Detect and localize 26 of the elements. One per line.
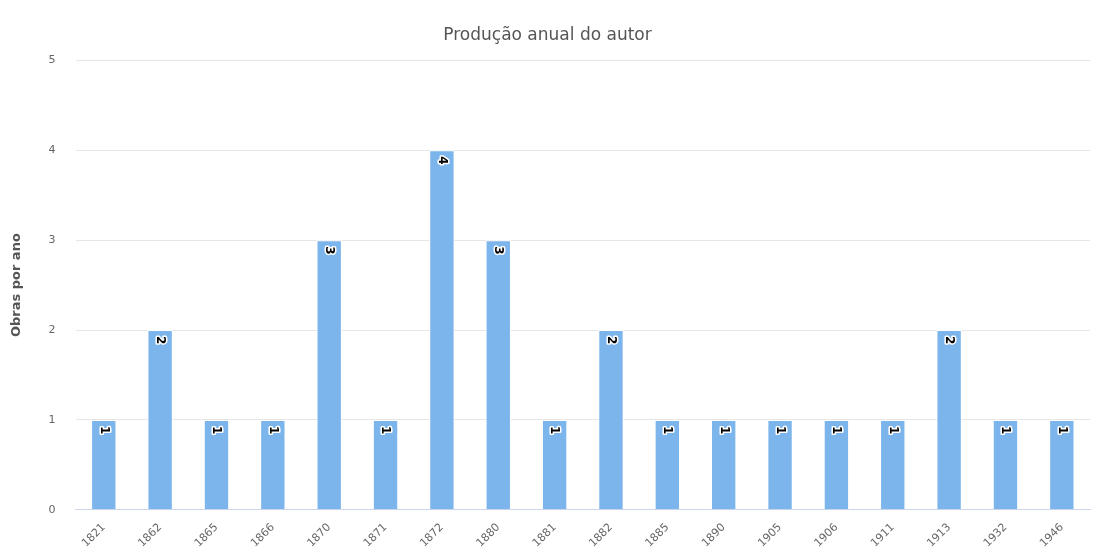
- data-label: 1: [379, 425, 394, 435]
- data-label: 1: [773, 425, 788, 435]
- data-label: 1: [266, 425, 281, 435]
- data-label: 1: [717, 425, 732, 435]
- data-label: 2: [604, 336, 619, 345]
- y-tick-label: 2: [48, 322, 56, 336]
- data-label: 1: [548, 425, 563, 435]
- chart-title: Produção anual do autor: [443, 23, 652, 44]
- data-label: 1: [886, 425, 901, 435]
- y-axis-title: Obras por ano: [8, 233, 24, 338]
- data-label: 1: [97, 425, 112, 435]
- y-tick-label: 1: [48, 412, 56, 426]
- data-label: 1: [830, 425, 845, 435]
- y-tick-label: 5: [48, 53, 56, 67]
- data-label: 2: [942, 336, 957, 345]
- data-label: 2: [154, 336, 169, 345]
- data-label: 3: [492, 246, 507, 255]
- data-label: 1: [210, 425, 225, 435]
- y-tick-label: 3: [48, 233, 56, 247]
- data-label: 3: [323, 246, 338, 255]
- data-label: 1: [661, 425, 676, 435]
- y-tick-label: 0: [48, 502, 56, 516]
- y-tick-label: 4: [48, 143, 56, 157]
- data-label: 1: [999, 425, 1014, 435]
- data-label: 4: [435, 156, 450, 165]
- data-label: 1: [1055, 425, 1070, 435]
